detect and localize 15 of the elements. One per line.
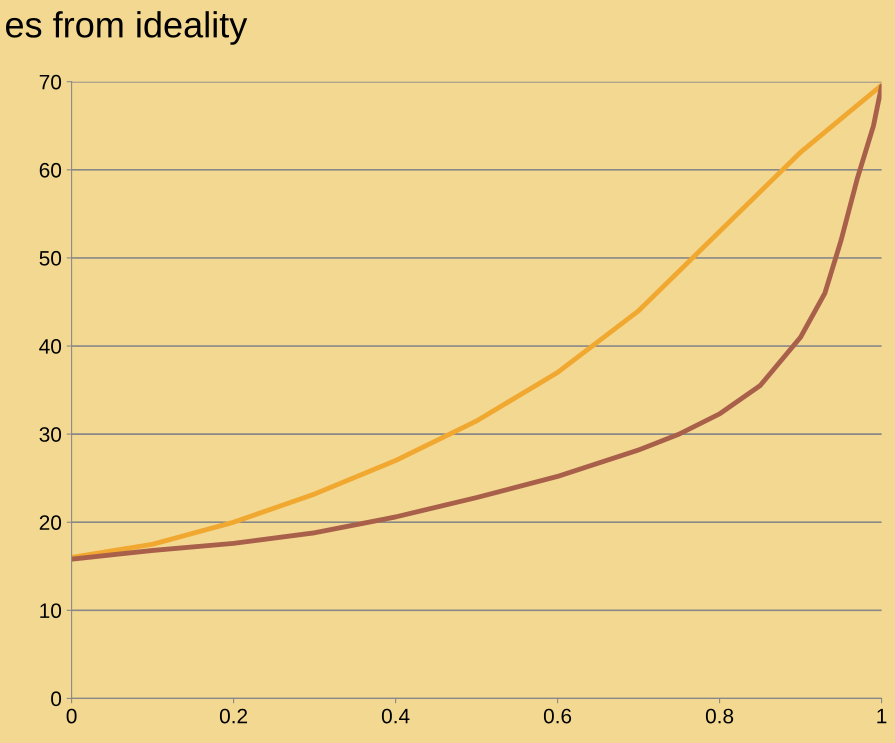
- x-tick-label: 0.4: [382, 708, 410, 724]
- x-tick-label: 1: [877, 708, 886, 724]
- y-tick-label: 0: [51, 691, 62, 706]
- y-tick-label: 50: [40, 250, 62, 266]
- x-tick-label: 0.6: [544, 708, 572, 724]
- x-tick-label: 0.8: [706, 708, 734, 724]
- y-tick-label: 60: [40, 162, 62, 178]
- y-tick-label: 30: [40, 427, 62, 442]
- x-tick-label: 0.2: [220, 708, 248, 724]
- y-tick-label: 10: [40, 603, 62, 618]
- y-tick-label: 40: [39, 339, 62, 354]
- y-tick-label: 70: [40, 74, 62, 90]
- chart-title: es from ideality: [6, 11, 248, 45]
- y-tick-label: 20: [40, 515, 62, 530]
- x-tick-label: 0: [66, 708, 77, 724]
